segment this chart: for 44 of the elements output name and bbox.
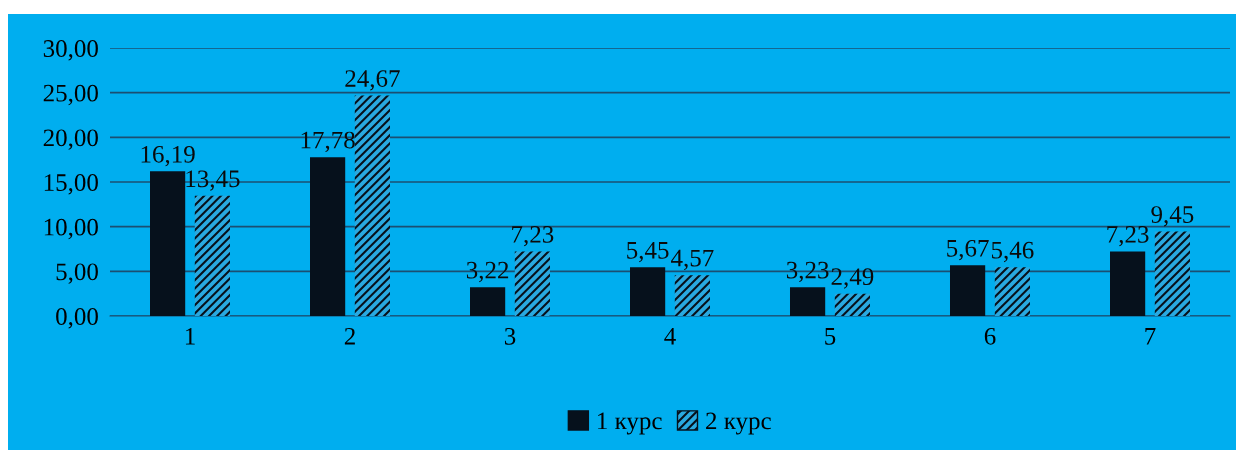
bar [790,287,826,316]
x-tick-label: 2 [344,327,355,345]
data-label: 5,46 [991,241,1034,263]
y-tick-label: 20,00 [43,129,98,150]
bar [514,251,550,316]
data-label: 3,22 [466,261,509,283]
data-label: 2,49 [831,268,874,289]
data-label: 7,23 [512,225,554,247]
bar [354,95,390,316]
bar [1110,251,1146,316]
bar [470,287,506,316]
x-tick-label: 4 [664,328,676,345]
legend-label: 1 курс [598,412,662,435]
bar [310,157,346,316]
y-tick-label: 0,00 [56,308,98,329]
bar [834,293,870,316]
bar [950,265,986,316]
data-label: 5,67 [947,239,989,261]
y-tick-label: 10,00 [44,218,98,240]
bar [630,267,666,316]
x-tick-label: 7 [1145,328,1156,345]
y-tick-label: 25,00 [43,84,98,106]
data-label: 17,78 [301,131,355,153]
x-tick-label: 5 [825,328,836,345]
data-label: 9,45 [1151,206,1194,227]
legend-label: 2 курс [706,412,771,435]
data-label: 24,67 [345,70,400,91]
data-label: 4,57 [671,249,714,271]
data-label: 16,19 [141,145,195,167]
data-label: 3,23 [786,261,829,283]
y-tick-label: 30,00 [43,40,98,61]
bar [994,267,1030,316]
data-label: 5,45 [627,241,669,263]
x-tick-label: 3 [504,327,516,345]
bar [1154,231,1190,316]
x-tick-label: 1 [185,327,195,345]
y-tick-label: 5,00 [56,263,98,284]
data-label: 13,45 [186,170,240,191]
data-label: 7,23 [1107,225,1149,247]
y-tick-label: 15,00 [44,174,98,195]
bar [674,275,710,316]
bar [194,195,230,316]
bar [150,171,186,316]
x-tick-label: 6 [984,327,996,345]
